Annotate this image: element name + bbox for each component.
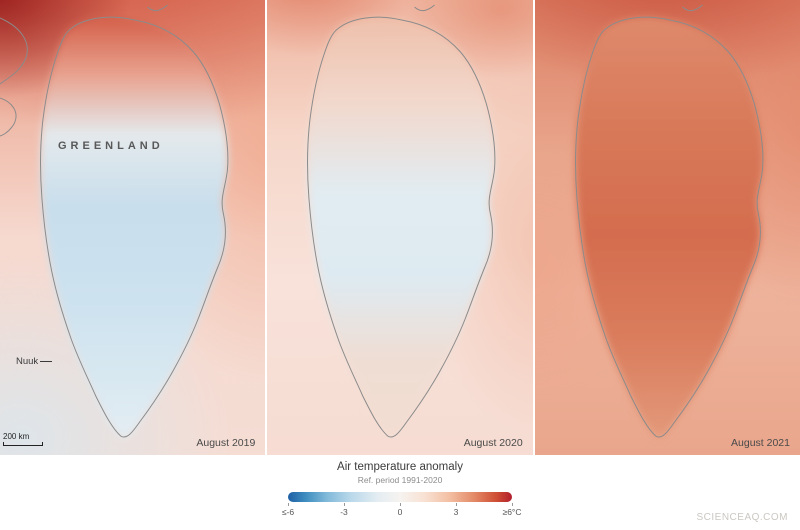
tick-mark xyxy=(288,503,289,506)
temperature-colorbar xyxy=(288,492,512,502)
coastline-2019 xyxy=(40,16,229,438)
greenland-map-2019 xyxy=(0,4,229,438)
tick-label-min: ≤-6 xyxy=(281,507,295,517)
tick-mark xyxy=(344,503,345,506)
tick-label-zero: 0 xyxy=(397,507,403,517)
legend-title: Air temperature anomaly xyxy=(337,461,463,473)
arctic-coast-fragment xyxy=(0,17,28,85)
colorbar-wrap: ≤-6 -3 0 3 ≥6°C xyxy=(282,492,521,518)
date-label-2021: August 2021 xyxy=(731,437,790,449)
arctic-coast-fragment xyxy=(0,97,17,137)
tick-mark xyxy=(400,503,401,506)
greenland-map-2021 xyxy=(574,4,764,438)
date-label-2020: August 2020 xyxy=(463,437,523,449)
map-panel-august-2020: August 2020 xyxy=(267,0,533,455)
tick-mark xyxy=(456,503,457,506)
north-island-fragment xyxy=(681,4,703,12)
scale-bar-label: 200 km xyxy=(3,432,30,441)
tick-label-neg3: -3 xyxy=(340,507,348,517)
map-panel-august-2019: GREENLAND Nuuk 200 km August 2019 xyxy=(0,0,266,455)
map-panels-row: GREENLAND Nuuk 200 km August 2019 August… xyxy=(0,0,800,455)
north-island-fragment xyxy=(147,4,168,12)
tick-label-pos3: 3 xyxy=(453,507,459,517)
tick-label-max: ≥6°C xyxy=(502,507,522,517)
coastline-2020 xyxy=(307,16,496,438)
coastline-2021 xyxy=(574,16,764,438)
nuuk-pointer-line xyxy=(40,361,53,362)
legend: Air temperature anomaly Ref. period 1991… xyxy=(0,455,800,530)
scale-bar-line xyxy=(3,442,43,446)
region-label-greenland: GREENLAND xyxy=(58,140,164,152)
greenland-map-2020 xyxy=(307,4,496,438)
legend-subtitle: Ref. period 1991-2020 xyxy=(357,475,443,485)
tick-mark xyxy=(512,503,513,506)
north-island-fragment xyxy=(414,4,436,12)
watermark: SCIENCEAQ.COM xyxy=(696,512,788,523)
city-label-nuuk: Nuuk xyxy=(16,356,53,367)
date-label-2019: August 2019 xyxy=(196,437,256,449)
map-panel-august-2021: August 2021 xyxy=(534,0,800,455)
city-label-text: Nuuk xyxy=(16,356,39,367)
